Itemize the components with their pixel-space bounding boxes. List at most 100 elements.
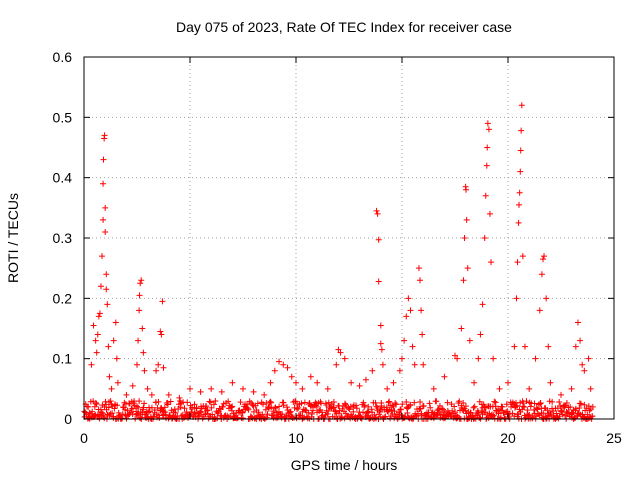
baseline-point	[353, 405, 360, 412]
data-point	[475, 355, 482, 362]
baseline-point	[259, 411, 266, 418]
baseline-point	[86, 409, 93, 416]
y-tick-label: 0.4	[53, 170, 73, 186]
baseline-point	[341, 400, 348, 407]
data-point	[335, 346, 342, 353]
baseline-point	[386, 398, 393, 405]
baseline-point	[435, 406, 442, 413]
baseline-point	[276, 403, 283, 410]
baseline-point	[351, 415, 358, 422]
data-point	[461, 235, 468, 241]
data-point	[108, 385, 115, 392]
data-point	[518, 127, 525, 134]
baseline-point	[155, 398, 162, 405]
baseline-point	[470, 404, 477, 411]
baseline-point	[514, 402, 521, 409]
baseline-point	[203, 403, 210, 410]
data-point	[384, 385, 391, 392]
baseline-point	[454, 414, 461, 421]
baseline-point	[206, 398, 213, 405]
baseline-point	[109, 410, 116, 417]
data-point	[139, 325, 146, 332]
baseline-point	[249, 401, 256, 408]
baseline-point	[193, 404, 200, 411]
data-point	[463, 216, 470, 223]
data-point	[420, 361, 427, 368]
data-point	[90, 322, 97, 329]
baseline-point	[576, 400, 583, 407]
baseline-point	[191, 401, 198, 408]
baseline-point	[556, 399, 563, 406]
data-point	[485, 126, 492, 133]
x-tick-label: 15	[394, 430, 410, 446]
baseline-point	[101, 415, 108, 422]
data-point	[307, 373, 314, 380]
baseline-point	[210, 401, 217, 408]
y-tick-label: 0	[64, 411, 72, 427]
baseline-point	[137, 414, 144, 421]
baseline-point	[373, 403, 380, 410]
data-point	[153, 367, 160, 374]
baseline-point	[207, 399, 214, 406]
data-point	[102, 204, 109, 211]
data-point	[374, 210, 381, 217]
baseline-point	[219, 403, 226, 410]
baseline-point	[361, 402, 368, 409]
data-point	[100, 180, 107, 187]
baseline-point	[417, 399, 424, 406]
data-point	[518, 102, 525, 109]
baseline-point	[279, 411, 286, 418]
baseline-point	[305, 409, 312, 416]
data-point	[515, 219, 522, 226]
y-axis-label: ROTI / TECUs	[5, 193, 21, 283]
grid-lines	[84, 57, 614, 419]
data-point	[514, 259, 521, 266]
y-tick-label: 0.5	[53, 109, 73, 125]
data-point	[541, 253, 548, 260]
data-point	[324, 385, 331, 392]
data-point	[526, 385, 533, 392]
baseline-point	[576, 404, 583, 411]
baseline-point	[301, 414, 308, 421]
data-point	[369, 367, 376, 374]
data-point	[521, 343, 528, 350]
data-point	[144, 385, 151, 392]
baseline-point	[330, 399, 337, 406]
baseline-point	[105, 404, 112, 411]
baseline-point	[353, 402, 360, 409]
axis-ticks	[83, 56, 615, 420]
baseline-point	[211, 414, 218, 421]
data-point	[452, 352, 458, 359]
data-point	[481, 235, 488, 241]
baseline-point	[283, 404, 290, 411]
data-point	[134, 361, 140, 368]
data-point	[496, 385, 503, 392]
y-tick-label: 0.1	[53, 351, 73, 367]
data-point	[516, 189, 523, 196]
baseline-point	[360, 409, 367, 416]
baseline-point	[372, 399, 379, 406]
baseline-point	[225, 398, 232, 405]
baseline-point	[391, 408, 398, 415]
baseline-point	[534, 406, 541, 413]
baseline-point	[557, 408, 564, 415]
baseline-point	[452, 409, 459, 416]
baseline-point	[97, 406, 104, 413]
data-point	[102, 228, 109, 235]
y-tick-label: 0.2	[53, 290, 73, 306]
baseline-point	[563, 399, 570, 406]
data-point	[411, 361, 418, 368]
baseline-point	[212, 397, 219, 404]
data-point	[458, 325, 465, 332]
data-point	[362, 376, 369, 383]
data-point	[148, 391, 155, 398]
baseline-point	[540, 410, 547, 417]
y-tick-label: 0.6	[53, 49, 73, 65]
baseline-point	[298, 400, 305, 407]
data-point	[538, 271, 545, 278]
data-point	[138, 277, 145, 284]
data-point	[517, 168, 524, 175]
data-point	[577, 337, 584, 344]
baseline-point	[107, 398, 114, 405]
baseline-point	[254, 400, 261, 407]
